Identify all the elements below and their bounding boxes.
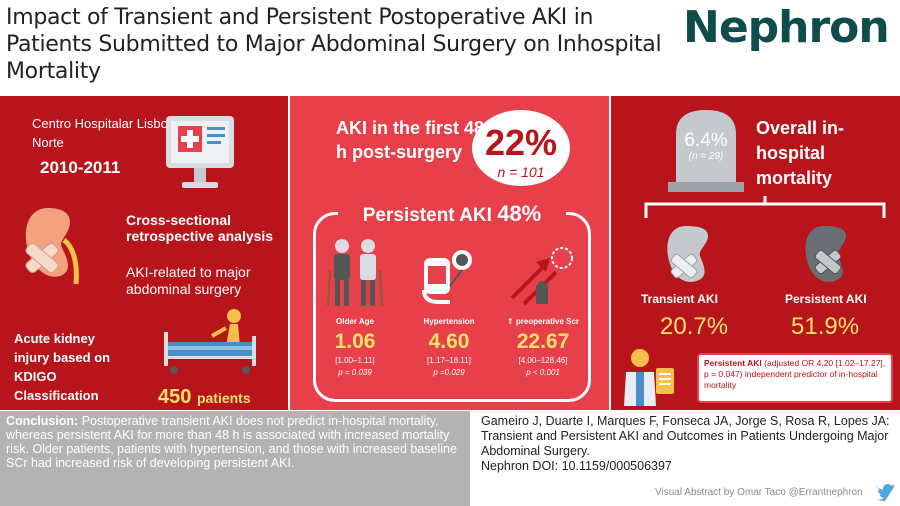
aki-circle <box>472 110 570 186</box>
risk-label: ⇑ preoperative Scr <box>506 317 580 326</box>
risk-ci: [1.17–18.11] <box>427 356 471 365</box>
twitter-icon[interactable] <box>876 484 896 502</box>
risk-odds-ratio: 22.67 <box>516 330 570 353</box>
creatinine-arrow-icon <box>510 247 573 306</box>
hospital-name: Centro Hospitalar Lisboa Norte <box>32 116 176 150</box>
transient-aki-mortality: 20.7% <box>660 313 729 340</box>
persistent-aki-title: Persistent AKI 48% <box>338 201 566 227</box>
citation: Gameiro J, Duarte I, Marques F, Fonseca … <box>481 414 890 473</box>
risk-label: Hypertension <box>423 317 475 326</box>
patient-count: 450 patients <box>158 386 251 408</box>
aki-heading: AKI in the first 48 h post-surgery <box>336 118 485 162</box>
aki-count: n = 101 <box>497 164 545 180</box>
transient-aki-label: Transient AKI <box>641 292 718 306</box>
persistent-aki-label: Persistent AKI <box>785 292 867 306</box>
risk-odds-ratio: 4.60 <box>428 330 470 353</box>
study-design: Cross-sectional retrospective analysis <box>126 212 274 244</box>
computer-hospital-icon <box>166 116 234 188</box>
mortality-percent: 6.4% <box>684 130 728 151</box>
persistent-aki-mortality: 51.9% <box>791 313 860 340</box>
risk-ci: [4.00–128.46] <box>518 356 568 365</box>
author-credit: Visual Abstract by Omar Taco @Errantneph… <box>655 487 863 498</box>
split-bracket <box>644 196 886 218</box>
risk-ci: [1.00–1.11] <box>335 356 375 365</box>
gravestone-icon <box>668 110 744 192</box>
risk-p-value: p < 0.001 <box>526 368 560 377</box>
mortality-count: (n = 29) <box>688 151 724 162</box>
kidney-persistent-icon <box>805 226 846 282</box>
kidney-bandage-icon <box>25 208 79 285</box>
conclusion-text: Conclusion: Postoperative transient AKI … <box>6 414 457 470</box>
kidney-transient-icon <box>667 226 708 282</box>
blood-pressure-icon <box>422 250 472 304</box>
study-years: 2010-2011 <box>40 158 121 177</box>
patient-bed-icon <box>164 309 256 374</box>
risk-odds-ratio: 1.06 <box>334 330 376 353</box>
aki-percent: 22% <box>484 122 558 163</box>
page-title: Impact of Transient and Persistent Posto… <box>6 5 662 84</box>
risk-p-value: p = 0.039 <box>338 368 372 377</box>
elderly-couple-icon <box>327 239 383 307</box>
risk-label: Older Age <box>336 317 374 326</box>
overall-mortality-label: Overall in-hospital mortality <box>756 118 845 188</box>
journal-logo: Nephron <box>683 2 890 53</box>
doctor-clipboard-icon <box>624 349 674 406</box>
study-scope: AKI-related to major abdominal surgery <box>126 264 251 297</box>
risk-p-value: p =0.029 <box>433 368 465 377</box>
conclusion-panel <box>0 411 470 506</box>
independent-predictor-callout: Persistent AKI (adjusted OR 4.20 [1.02–1… <box>697 353 893 403</box>
aki-definition: Acute kidney injury based on KDIGO Class… <box>14 331 111 403</box>
